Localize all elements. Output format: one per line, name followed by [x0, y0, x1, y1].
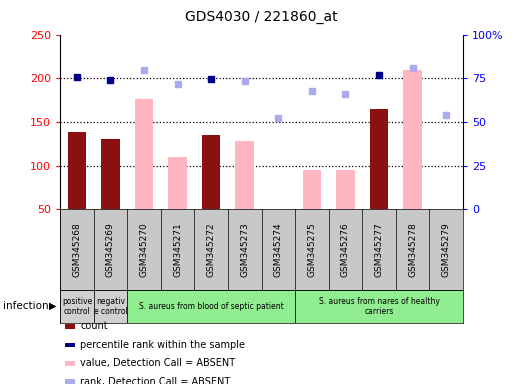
Bar — [370, 109, 388, 209]
Bar — [235, 141, 254, 209]
Bar — [101, 139, 120, 209]
Text: GSM345269: GSM345269 — [106, 222, 115, 277]
Text: GDS4030 / 221860_at: GDS4030 / 221860_at — [185, 10, 338, 23]
Text: GSM345278: GSM345278 — [408, 222, 417, 277]
Text: value, Detection Call = ABSENT: value, Detection Call = ABSENT — [80, 358, 235, 368]
Text: GSM345268: GSM345268 — [72, 222, 82, 277]
Bar — [60, 290, 94, 323]
Text: GSM345275: GSM345275 — [308, 222, 316, 277]
Text: percentile rank within the sample: percentile rank within the sample — [80, 340, 245, 350]
Text: count: count — [80, 321, 108, 331]
Bar — [168, 157, 187, 209]
Text: GSM345274: GSM345274 — [274, 222, 283, 277]
Text: GSM345276: GSM345276 — [341, 222, 350, 277]
Bar — [67, 132, 86, 209]
Bar — [127, 290, 295, 323]
Text: rank, Detection Call = ABSENT: rank, Detection Call = ABSENT — [80, 377, 230, 384]
Bar — [135, 99, 153, 209]
Text: GSM345277: GSM345277 — [374, 222, 383, 277]
Bar — [202, 135, 220, 209]
Text: infection: infection — [3, 301, 48, 311]
Text: GSM345270: GSM345270 — [140, 222, 149, 277]
Text: negativ
e control: negativ e control — [94, 296, 128, 316]
Text: ▶: ▶ — [49, 301, 56, 311]
Bar — [303, 170, 321, 209]
Bar — [336, 170, 355, 209]
Text: S. aureus from blood of septic patient: S. aureus from blood of septic patient — [139, 302, 283, 311]
Text: GSM345271: GSM345271 — [173, 222, 182, 277]
Bar — [94, 290, 127, 323]
Text: GSM345279: GSM345279 — [441, 222, 451, 277]
Bar — [403, 70, 422, 209]
Text: positive
control: positive control — [62, 296, 92, 316]
Text: GSM345272: GSM345272 — [207, 222, 215, 277]
Bar — [295, 290, 463, 323]
Text: GSM345273: GSM345273 — [240, 222, 249, 277]
Text: S. aureus from nares of healthy
carriers: S. aureus from nares of healthy carriers — [319, 296, 439, 316]
